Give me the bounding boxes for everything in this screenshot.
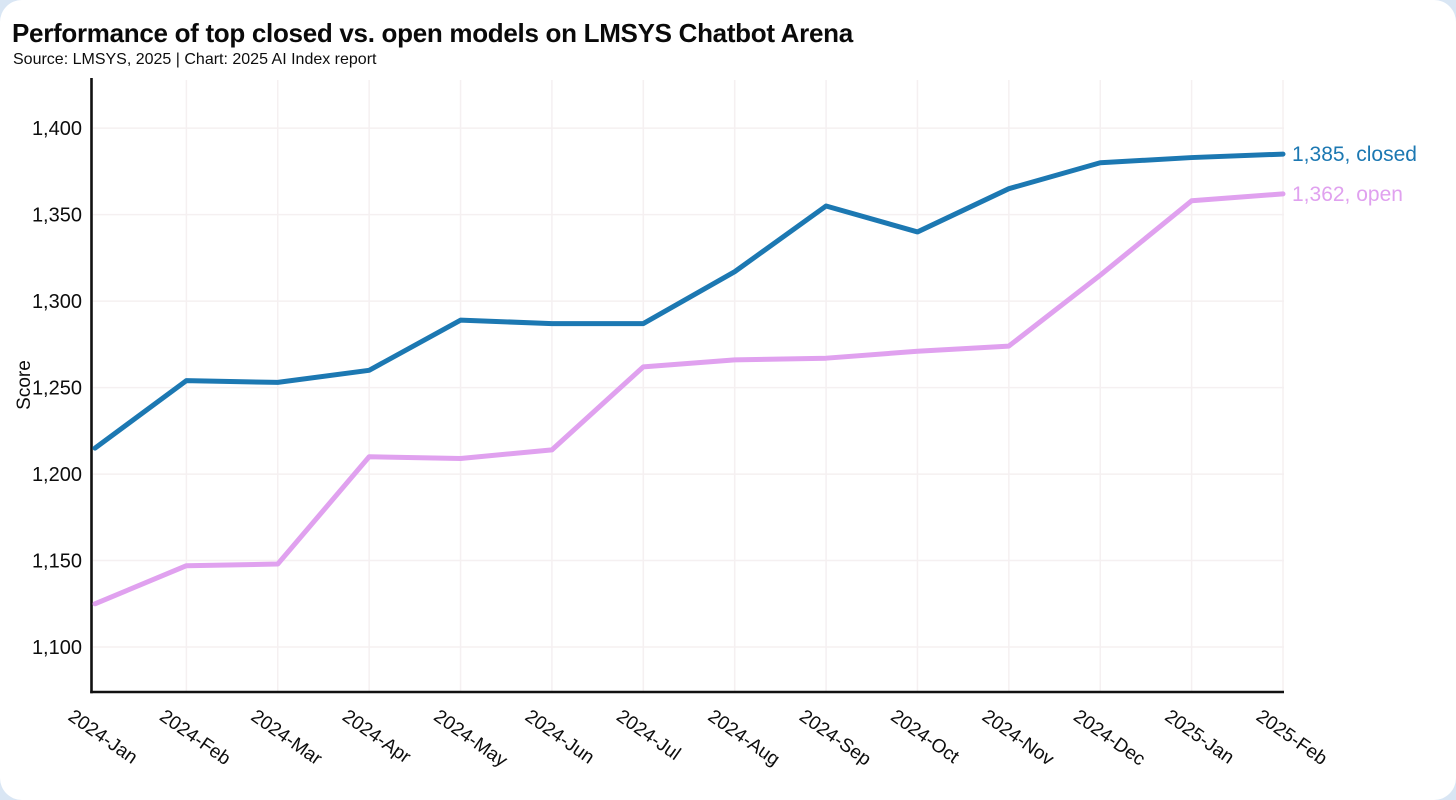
y-tick-label: 1,300 [32, 291, 82, 313]
chart-title: Performance of top closed vs. open model… [12, 18, 853, 48]
y-tick-label: 1,250 [32, 378, 82, 400]
x-tick-label: 2025-Jan [1161, 706, 1238, 769]
x-tick-label: 2024-Dec [1069, 706, 1149, 770]
chart-subtitle: Source: LMSYS, 2025 | Chart: 2025 AI Ind… [13, 51, 377, 68]
y-tick-label: 1,350 [32, 205, 82, 227]
x-tick-label: 2025-Feb [1252, 706, 1331, 770]
y-tick-label: 1,400 [32, 118, 82, 140]
y-axis-title: Score [14, 360, 35, 410]
x-tick-label: 2024-Mar [247, 706, 326, 770]
x-tick-label: 2024-Jun [521, 706, 598, 769]
x-tick-label: 2024-Sep [795, 706, 875, 770]
x-tick-label: 2024-Nov [978, 706, 1058, 771]
series-end-label-open: 1,362, open [1292, 183, 1403, 206]
x-tick-label: 2024-Feb [156, 706, 235, 770]
x-tick-label: 2024-Aug [704, 706, 784, 770]
series-end-label-closed: 1,385, closed [1292, 143, 1417, 166]
x-tick-label: 2024-Jul [612, 706, 684, 765]
y-tick-label: 1,100 [32, 637, 82, 659]
series-line-closed [92, 151, 1286, 451]
x-tick-label: 2024-Jan [64, 706, 141, 769]
x-tick-label: 2024-May [430, 706, 512, 772]
y-tick-label: 1,200 [32, 464, 82, 486]
x-tick-label: 2024-Oct [887, 706, 964, 768]
y-tick-label: 1,150 [32, 551, 82, 573]
x-tick-label: 2024-Apr [338, 706, 415, 768]
series-line-open [92, 191, 1286, 607]
